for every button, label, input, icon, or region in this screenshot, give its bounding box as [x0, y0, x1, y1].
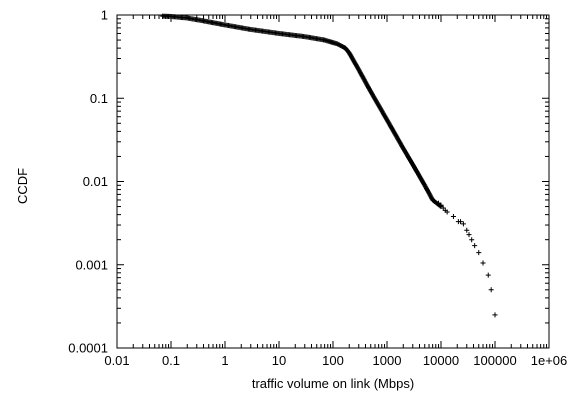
- data-point-tail: [485, 272, 491, 278]
- data-point: [437, 203, 443, 209]
- data-point-tail: [466, 232, 472, 238]
- data-point-tail: [438, 202, 444, 208]
- x-tick-label: 10000: [423, 353, 459, 368]
- data-point-tail: [476, 250, 482, 256]
- data-point-tail: [488, 287, 494, 293]
- data-point-tail: [472, 243, 478, 249]
- y-tick-label: 0.001: [75, 257, 108, 272]
- plot-frame: [116, 14, 550, 349]
- data-point-tail: [458, 219, 464, 225]
- data-point-tail: [464, 227, 470, 233]
- x-tick-label: 1e+06: [531, 353, 568, 368]
- data-point-tail: [469, 237, 475, 243]
- x-tick-label: 1: [221, 353, 228, 368]
- data-point-tail: [450, 213, 456, 219]
- y-tick-label: 1: [101, 8, 108, 23]
- x-tick-label: 1000: [373, 353, 402, 368]
- y-tick-label: 0.0001: [68, 341, 108, 356]
- y-tick-label: 0.1: [90, 91, 108, 106]
- data-point-tail: [444, 209, 450, 215]
- x-tick-label: 100: [322, 353, 344, 368]
- data-point-tail: [460, 221, 466, 227]
- x-axis-label: traffic volume on link (Mbps): [252, 376, 414, 391]
- x-tick-label: 0.1: [162, 353, 180, 368]
- x-tick-label: 100000: [473, 353, 516, 368]
- data-point-tail: [480, 260, 486, 266]
- y-axis-label: CCDF: [15, 168, 30, 204]
- data-point-tail: [492, 312, 498, 318]
- y-tick-label: 0.01: [83, 174, 108, 189]
- x-tick-label: 10: [272, 353, 286, 368]
- x-tick-label: 0.01: [104, 353, 129, 368]
